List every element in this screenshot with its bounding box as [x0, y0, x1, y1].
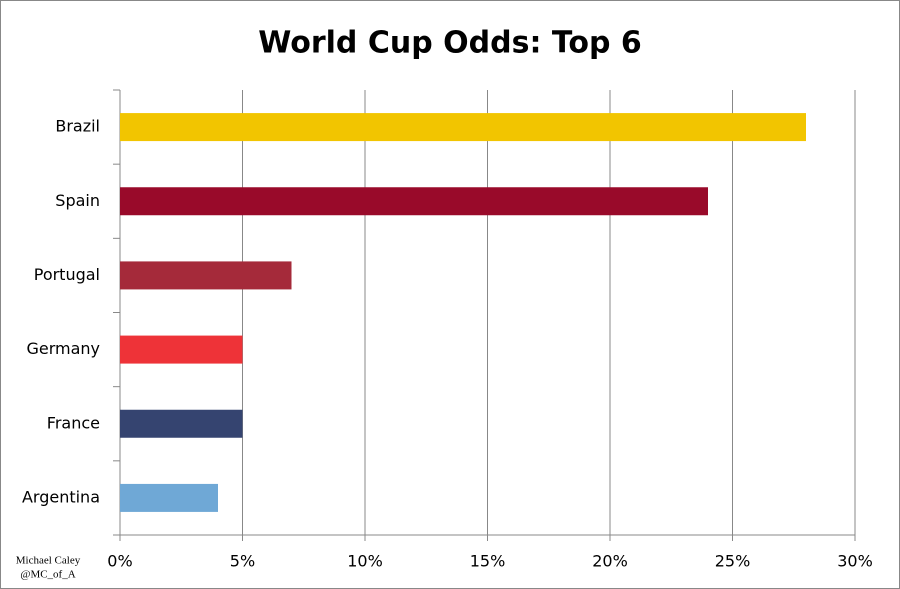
x-tick-label: 10%	[347, 552, 383, 571]
x-tick-label: 30%	[837, 552, 873, 571]
y-tick-label: Germany	[26, 339, 100, 358]
x-tick-label: 20%	[592, 552, 628, 571]
credit: @MC_of_A	[20, 569, 75, 581]
bar	[120, 113, 806, 142]
bar	[120, 261, 292, 290]
y-tick-label: Brazil	[55, 117, 100, 136]
x-tick-label: 15%	[470, 552, 506, 571]
x-tick-label: 5%	[230, 552, 255, 571]
y-tick-label: Portugal	[34, 265, 100, 284]
credit: Michael Caley	[16, 555, 81, 567]
y-tick-label: France	[47, 413, 100, 432]
bar	[120, 187, 708, 216]
bar	[120, 409, 243, 438]
bar	[120, 483, 218, 512]
chart-title: World Cup Odds: Top 6	[258, 26, 642, 61]
y-tick-label: Argentina	[22, 487, 100, 506]
y-tick-label: Spain	[55, 191, 100, 210]
x-tick-label: 25%	[715, 552, 751, 571]
x-tick-label: 0%	[107, 552, 132, 571]
bar	[120, 335, 243, 364]
